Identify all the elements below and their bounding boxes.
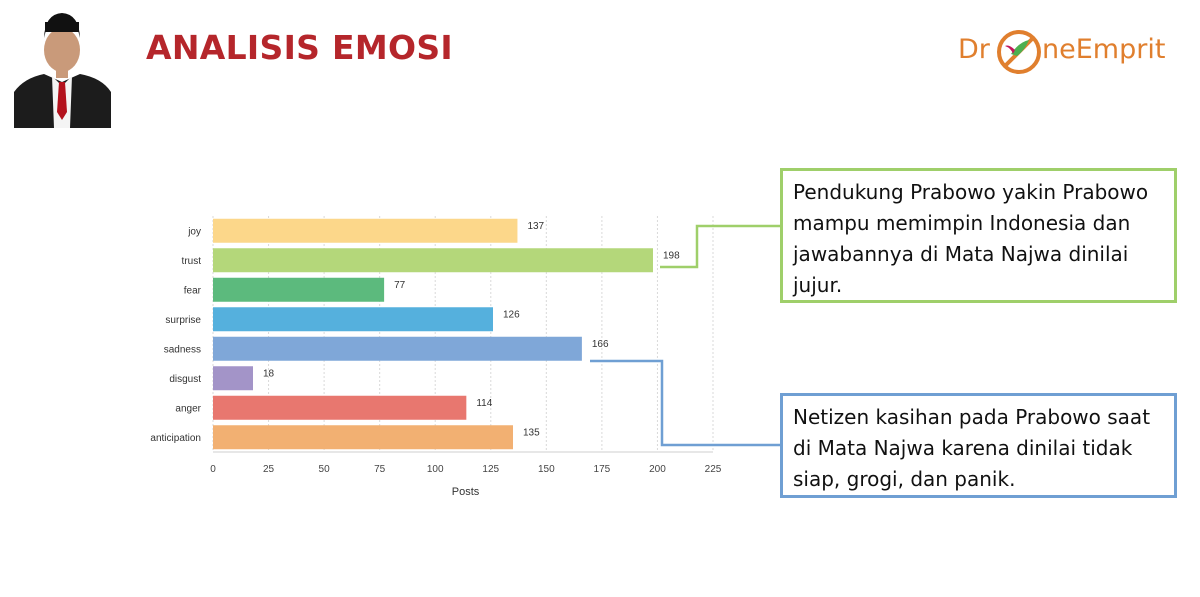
bar-surprise xyxy=(213,307,493,332)
bar-sadness xyxy=(213,336,582,361)
x-tick-label: 175 xyxy=(594,464,611,475)
x-tick-label: 50 xyxy=(319,464,331,475)
value-label-fear: 77 xyxy=(394,280,406,291)
bar-disgust xyxy=(213,366,253,391)
category-label-surprise: surprise xyxy=(165,315,201,326)
category-label-anticipation: anticipation xyxy=(150,433,201,444)
logo-text-start: Dr xyxy=(958,34,990,65)
bar-trust xyxy=(213,248,653,273)
sadness-connector-line xyxy=(590,359,780,447)
speaker-portrait xyxy=(14,8,111,128)
category-label-sadness: sadness xyxy=(164,344,201,355)
value-label-disgust: 18 xyxy=(263,368,275,379)
slide-title: ANALISIS EMOSI xyxy=(146,28,453,67)
x-tick-label: 200 xyxy=(649,464,666,475)
category-label-disgust: disgust xyxy=(169,374,201,385)
value-label-surprise: 126 xyxy=(503,309,520,320)
x-tick-label: 25 xyxy=(263,464,275,475)
value-label-anger: 114 xyxy=(476,398,492,409)
bar-fear xyxy=(213,277,385,302)
value-label-trust: 198 xyxy=(663,250,680,261)
category-label-fear: fear xyxy=(184,285,202,296)
x-tick-label: 125 xyxy=(482,464,499,475)
value-label-joy: 137 xyxy=(527,221,544,232)
value-label-sadness: 166 xyxy=(592,339,609,350)
trust-callout: Pendukung Prabowo yakin Prabowo mampu me… xyxy=(780,168,1177,303)
category-label-anger: anger xyxy=(175,403,201,414)
x-axis-title: Posts xyxy=(452,486,480,498)
drone-emprit-logo: Dr neEmprit xyxy=(958,24,1168,84)
sadness-callout: Netizen kasihan pada Prabowo saat di Mat… xyxy=(780,393,1177,498)
x-tick-label: 75 xyxy=(374,464,386,475)
bar-joy xyxy=(213,218,518,243)
logo-text-end: neEmprit xyxy=(1042,34,1166,65)
bird-icon xyxy=(997,30,1041,74)
category-label-joy: joy xyxy=(187,226,201,237)
value-label-anticipation: 135 xyxy=(523,427,540,438)
x-tick-label: 150 xyxy=(538,464,555,475)
x-tick-label: 225 xyxy=(705,464,722,475)
x-tick-label: 100 xyxy=(427,464,444,475)
bar-anticipation xyxy=(213,425,513,450)
x-tick-label: 0 xyxy=(210,464,216,475)
trust-connector-line xyxy=(660,224,780,269)
bar-anger xyxy=(213,395,467,420)
category-label-trust: trust xyxy=(182,256,202,267)
